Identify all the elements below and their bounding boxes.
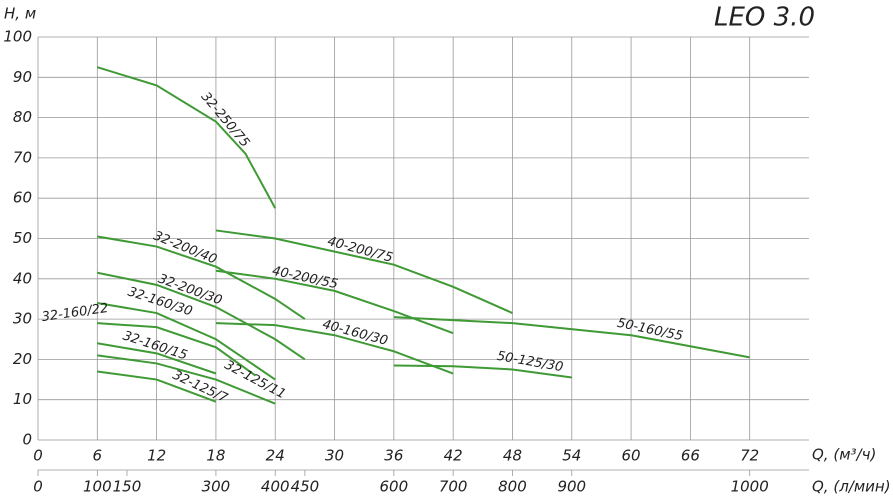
x2-axis-label: Q, (л/мин) [812, 478, 891, 496]
y-tick-label: 60 [13, 189, 32, 207]
y-tick-label: 10 [13, 390, 32, 408]
curve [97, 342, 217, 375]
curve [97, 301, 276, 381]
x-axis-label: Q, (м³/ч) [812, 446, 876, 464]
chart-title: LEO 3.0 [714, 3, 815, 33]
x-tick-label: 24 [266, 447, 285, 465]
curve [97, 322, 257, 377]
x-tick-label: 18 [206, 447, 225, 465]
curve [97, 354, 276, 405]
y-tick-label: 80 [13, 108, 32, 126]
curve [97, 66, 277, 209]
y-axis-label: H, м [4, 5, 36, 23]
y-tick-label: 0 [22, 431, 32, 449]
x-tick-label: 12 [147, 447, 166, 465]
x-tick-label: 66 [681, 447, 700, 465]
x-tick-label: 60 [622, 447, 641, 465]
x-tick-label: 6 [93, 447, 103, 465]
curve [215, 322, 454, 375]
x2-tick-label: 400 [261, 478, 290, 496]
x2-tick-label: 1000 [731, 478, 769, 496]
y-tick-label: 30 [13, 310, 32, 328]
curve [393, 316, 750, 359]
curve-label: 32-250/75 [198, 90, 253, 151]
y-tick-label: 70 [13, 148, 32, 166]
y-tick-label: 50 [13, 229, 32, 247]
x2-tick-label: 450 [291, 478, 320, 496]
y-tick-label: 40 [13, 269, 32, 287]
curve-label: 50-160/55 [616, 316, 685, 345]
y-tick-label: 100 [3, 28, 32, 46]
curve-label: 40-200/55 [271, 264, 340, 293]
x2-tick-label: 700 [439, 478, 468, 496]
curve [97, 271, 306, 361]
x-tick-label: 0 [33, 447, 43, 465]
x-tick-label: 54 [562, 447, 581, 465]
curve [215, 229, 513, 314]
curve-label: 32-160/22 [41, 301, 109, 325]
x2-tick-label: 300 [202, 478, 231, 496]
y-tick-label: 90 [13, 68, 32, 86]
x2-tick-label: 600 [380, 478, 409, 496]
x-tick-label: 48 [503, 447, 522, 465]
x2-tick-label: 0 [33, 478, 43, 496]
curve-label: 40-160/30 [321, 317, 390, 349]
curve [97, 235, 306, 320]
x-tick-label: 72 [740, 447, 759, 465]
x2-tick-label: 800 [498, 478, 527, 496]
curve [97, 370, 217, 403]
x2-tick-label: 100 [83, 478, 112, 496]
y-tick-label: 20 [13, 350, 32, 368]
x-tick-label: 36 [384, 447, 403, 465]
x2-tick-label: 900 [557, 478, 586, 496]
curve [393, 364, 572, 379]
x-tick-label: 42 [444, 447, 463, 465]
x-tick-label: 30 [325, 447, 344, 465]
x2-tick-label: 150 [113, 478, 142, 496]
